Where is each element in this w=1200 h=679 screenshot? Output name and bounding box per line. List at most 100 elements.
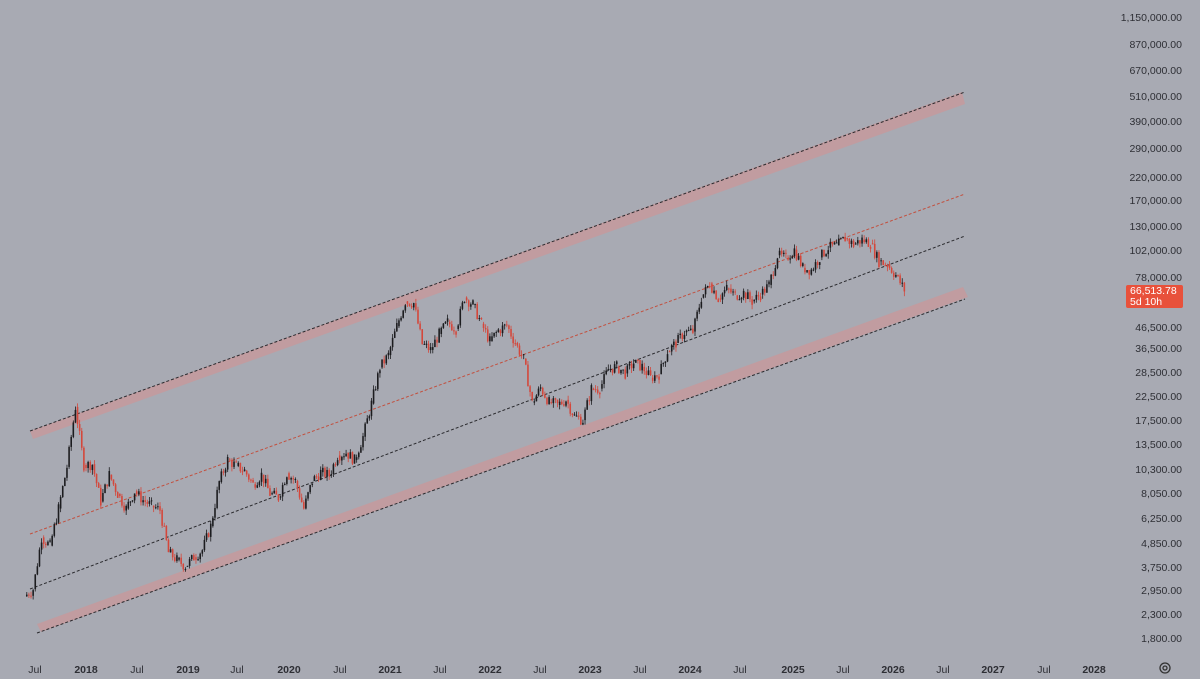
candle-body xyxy=(770,274,772,285)
candle-body xyxy=(563,404,565,406)
candle-body xyxy=(539,387,542,389)
candle-body xyxy=(104,484,106,494)
candle-body xyxy=(30,595,32,597)
candle-body xyxy=(125,505,127,511)
candle-body xyxy=(683,334,686,339)
y-tick-label: 3,750.00 xyxy=(1141,562,1182,574)
candle-body xyxy=(448,322,451,325)
candle-body xyxy=(355,457,358,460)
candle-body xyxy=(899,275,901,284)
x-tick-label: Jul xyxy=(130,664,143,676)
candle-body xyxy=(381,359,383,368)
candle-body xyxy=(742,290,745,298)
candle-body xyxy=(632,363,635,369)
candle-body xyxy=(641,363,643,371)
candle-body xyxy=(783,252,785,255)
candle-body xyxy=(154,507,157,509)
candle-body xyxy=(556,399,559,404)
candle-body xyxy=(723,290,726,294)
candle-body xyxy=(609,368,612,370)
y-tick-label: 220,000.00 xyxy=(1129,172,1182,184)
candle-body xyxy=(444,321,447,324)
y-tick-label: 670,000.00 xyxy=(1129,65,1182,77)
candle-body xyxy=(53,524,56,536)
candle-body xyxy=(499,330,502,334)
candle-body xyxy=(522,354,525,356)
candle-body xyxy=(68,446,70,467)
candle-body xyxy=(85,465,87,469)
candle-body xyxy=(148,501,151,504)
x-tick-label: 2023 xyxy=(578,664,602,676)
candle-body xyxy=(789,258,791,260)
candle-body xyxy=(51,535,53,546)
x-tick-label: Jul xyxy=(333,664,346,676)
candle-body xyxy=(254,484,256,488)
candle-body xyxy=(34,574,37,590)
candle-body xyxy=(410,306,413,308)
x-tick-label: 2026 xyxy=(881,664,905,676)
candle-body xyxy=(209,523,212,537)
candle-body xyxy=(370,400,373,417)
candle-body xyxy=(159,506,161,511)
candle-body xyxy=(804,267,806,273)
candle-body xyxy=(387,352,390,356)
candle-body xyxy=(271,493,273,495)
y-tick-label: 1,800.00 xyxy=(1141,633,1182,645)
candle-body xyxy=(474,304,476,306)
candle-body xyxy=(214,507,216,518)
x-tick-label: Jul xyxy=(28,664,41,676)
y-tick-label: 510,000.00 xyxy=(1129,91,1182,103)
gear-icon[interactable] xyxy=(1158,661,1172,675)
y-tick-label: 17,500.00 xyxy=(1135,415,1182,427)
candle-body xyxy=(455,331,457,335)
candle-body xyxy=(61,486,64,497)
candle-body xyxy=(818,262,821,265)
candle-body xyxy=(903,282,906,292)
candle-body xyxy=(277,494,280,501)
candle-body xyxy=(626,365,629,374)
candle-body xyxy=(231,460,233,467)
x-tick-label: 2027 xyxy=(981,664,1005,676)
upper-mid-channel-line xyxy=(29,193,966,535)
candle-body xyxy=(110,474,113,480)
candle-body xyxy=(412,303,415,308)
candle-body xyxy=(269,488,271,496)
candle-body xyxy=(319,469,322,480)
candle-body xyxy=(393,331,396,338)
candle-body xyxy=(759,296,762,301)
candle-body xyxy=(867,239,870,247)
candle-body xyxy=(423,343,426,345)
candle-body xyxy=(313,476,316,481)
candle-body xyxy=(83,447,85,471)
candle-body xyxy=(501,325,504,334)
candle-body xyxy=(440,327,443,334)
x-tick-label: Jul xyxy=(936,664,949,676)
candle-body xyxy=(664,361,667,364)
candle-body xyxy=(93,464,96,474)
candle-body xyxy=(334,464,337,466)
candle-body xyxy=(250,479,252,481)
candle-body xyxy=(821,249,823,258)
candle-body xyxy=(446,318,449,322)
upper-channel-band xyxy=(30,92,965,439)
candle-body xyxy=(212,517,214,527)
candle-body xyxy=(36,566,39,575)
candle-body xyxy=(38,549,41,567)
y-tick-label: 390,000.00 xyxy=(1129,116,1182,128)
candle-body xyxy=(146,502,149,504)
candle-body xyxy=(199,553,201,560)
candle-body xyxy=(776,258,779,269)
candle-body xyxy=(620,369,622,374)
candle-body xyxy=(351,452,354,464)
candle-body xyxy=(493,332,495,337)
candle-body xyxy=(472,300,474,305)
candle-body xyxy=(142,500,144,503)
candle-body xyxy=(157,506,159,508)
candle-body xyxy=(681,333,684,339)
candle-body xyxy=(419,323,421,330)
candle-body xyxy=(816,262,819,265)
candle-body xyxy=(184,569,187,571)
candle-body xyxy=(666,354,669,362)
candle-body xyxy=(624,369,627,379)
